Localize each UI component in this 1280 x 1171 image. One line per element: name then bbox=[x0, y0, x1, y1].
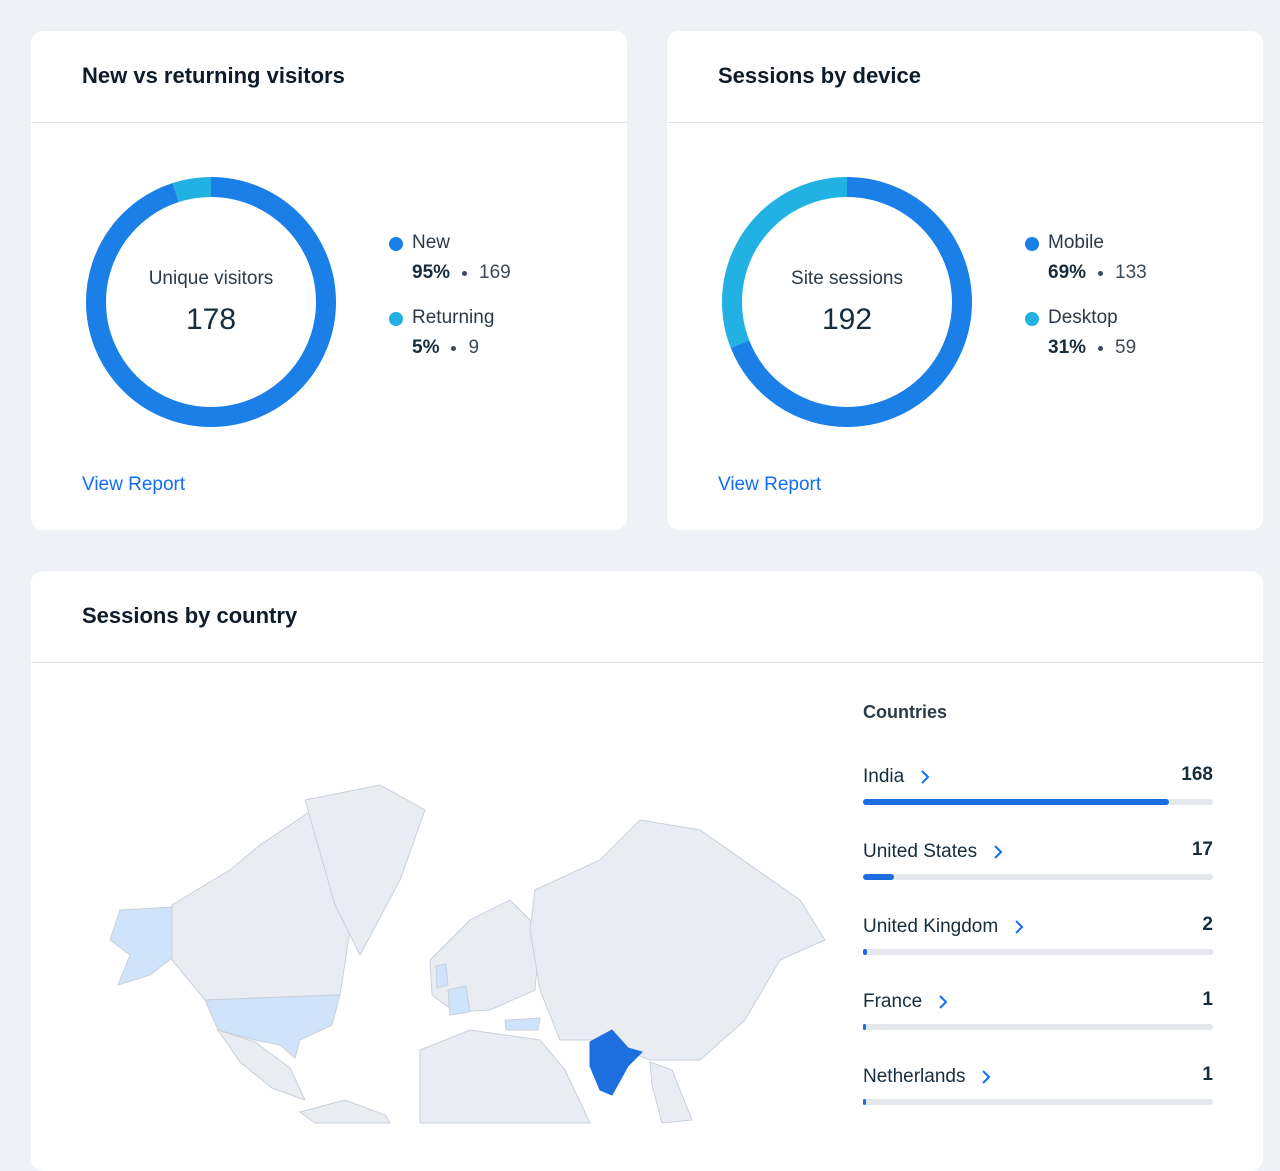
count-label: 133 bbox=[1115, 262, 1147, 283]
chevron-icon bbox=[982, 1070, 991, 1084]
chevron bbox=[939, 995, 948, 1009]
donut-chart bbox=[86, 177, 336, 427]
card: New vs returning visitors Unique visitor… bbox=[31, 31, 627, 530]
view-report-link[interactable]: View Report bbox=[718, 474, 822, 495]
donut-segment bbox=[86, 177, 336, 427]
separator bbox=[451, 345, 457, 351]
chevron-icon bbox=[994, 845, 1003, 859]
bar bbox=[863, 874, 894, 880]
percent-label: 95% bbox=[412, 262, 451, 283]
country-name[interactable]: United States bbox=[863, 841, 1003, 863]
legend-name: Desktop bbox=[1048, 307, 1118, 328]
legend-dot bbox=[389, 237, 403, 251]
world-map bbox=[109, 784, 826, 1124]
bar-track bbox=[863, 1024, 1213, 1030]
center-value: 178 bbox=[185, 303, 237, 336]
card-title: Sessions by country bbox=[82, 603, 298, 628]
session-count: 1 bbox=[1202, 989, 1213, 1010]
country-name[interactable]: Netherlands bbox=[863, 1066, 991, 1088]
session-count: 17 bbox=[1191, 839, 1213, 860]
map-region bbox=[298, 1099, 391, 1124]
view-report-link[interactable]: View Report bbox=[82, 474, 186, 495]
chevron-icon bbox=[939, 995, 948, 1009]
card-header: Sessions by country bbox=[31, 571, 1263, 663]
legend-stats: 95% 169 bbox=[412, 262, 511, 284]
chevron bbox=[982, 1070, 991, 1084]
chevron bbox=[921, 770, 930, 784]
card-title: Sessions by device bbox=[718, 63, 921, 88]
session-count: 2 bbox=[1202, 914, 1213, 935]
legend-dot bbox=[1025, 312, 1039, 326]
separator bbox=[1098, 345, 1104, 351]
separator bbox=[1098, 270, 1104, 276]
map-region bbox=[447, 985, 471, 1016]
count-label: 59 bbox=[1115, 337, 1137, 358]
legend-dot bbox=[389, 312, 403, 326]
country-label: India bbox=[863, 766, 905, 787]
percent-label: 69% bbox=[1048, 262, 1087, 283]
center-value: 192 bbox=[821, 303, 873, 336]
bar-track bbox=[863, 799, 1213, 805]
legend-name: New bbox=[412, 232, 451, 253]
country-name[interactable]: India bbox=[863, 766, 930, 788]
map-region bbox=[304, 784, 426, 957]
page: {"cards": [ {"title": "New vs returning … bbox=[31, 31, 1263, 1171]
donut-segment bbox=[722, 177, 972, 427]
chevron bbox=[1015, 920, 1024, 934]
country-label: France bbox=[863, 991, 923, 1012]
legend-stats: 69% 133 bbox=[1048, 262, 1147, 284]
bar-track bbox=[863, 949, 1213, 955]
card: Sessions by device Site sessions 192 Mobil… bbox=[667, 31, 1263, 530]
chevron-icon bbox=[1015, 920, 1024, 934]
map-region bbox=[109, 906, 173, 986]
map-region bbox=[429, 899, 541, 1013]
count-label: 169 bbox=[479, 262, 511, 283]
country-label: Netherlands bbox=[863, 1066, 966, 1087]
bar bbox=[863, 1099, 866, 1105]
bar bbox=[863, 799, 1170, 805]
center-label: Unique visitors bbox=[148, 268, 274, 289]
bar bbox=[863, 1024, 866, 1030]
session-count: 168 bbox=[1181, 764, 1213, 785]
country-name[interactable]: United Kingdom bbox=[863, 916, 1024, 938]
country-name[interactable]: France bbox=[863, 991, 948, 1013]
separator bbox=[462, 270, 468, 276]
country-label: United States bbox=[863, 841, 978, 862]
bar bbox=[863, 949, 867, 955]
legend-name: Returning bbox=[412, 307, 495, 328]
country-label: United Kingdom bbox=[863, 916, 999, 937]
percent-label: 31% bbox=[1048, 337, 1087, 358]
legend-stats: 31% 59 bbox=[1048, 337, 1136, 359]
map-region bbox=[419, 1029, 591, 1124]
legend-dot bbox=[1025, 237, 1039, 251]
map-region bbox=[649, 1061, 693, 1124]
map-region bbox=[435, 963, 449, 989]
card-header: Sessions by device bbox=[667, 31, 1263, 123]
bar-track bbox=[863, 874, 1213, 880]
map-region bbox=[529, 819, 826, 1061]
map-region bbox=[589, 1029, 643, 1096]
card-title: New vs returning visitors bbox=[82, 63, 345, 88]
map-region bbox=[216, 1029, 306, 1101]
legend-stats: 5% 9 bbox=[412, 337, 479, 359]
map-region bbox=[204, 994, 341, 1059]
session-count: 1 bbox=[1202, 1064, 1213, 1085]
list-title: Countries bbox=[863, 702, 948, 722]
card-header: New vs returning visitors bbox=[31, 31, 627, 123]
donut-chart bbox=[722, 177, 972, 427]
bar-track bbox=[863, 1099, 1213, 1105]
count-label: 9 bbox=[468, 337, 480, 358]
donut-segment bbox=[86, 177, 336, 427]
card: Sessions by country Countries India 168 Un… bbox=[31, 571, 1263, 1171]
percent-label: 5% bbox=[412, 337, 440, 358]
legend-name: Mobile bbox=[1048, 232, 1104, 253]
center-label: Site sessions bbox=[791, 268, 903, 289]
chevron-icon bbox=[921, 770, 930, 784]
chevron bbox=[994, 845, 1003, 859]
map-region bbox=[504, 1017, 541, 1031]
